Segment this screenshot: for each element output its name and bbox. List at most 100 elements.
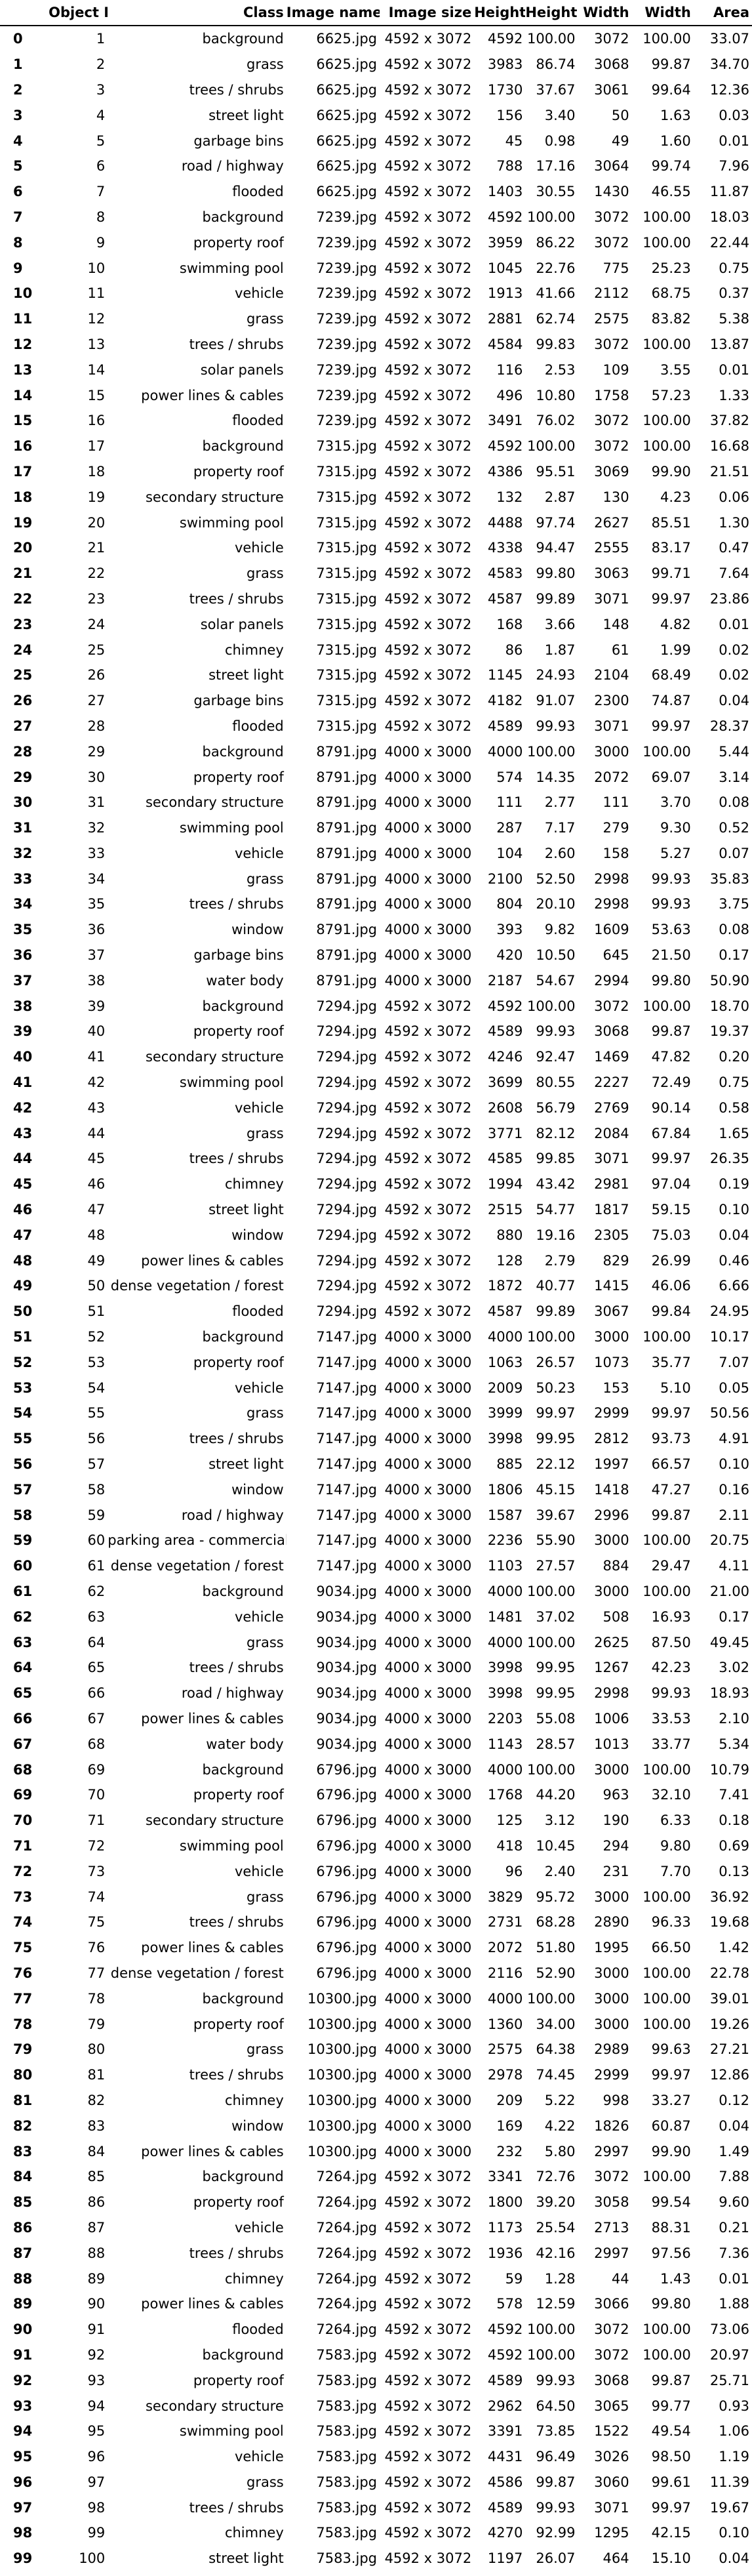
image-name-cell: 10300.jpg [307, 2143, 377, 2159]
image-name-cell: 6625.jpg [316, 31, 377, 47]
header-height: Height [474, 0, 526, 26]
area-cell: 0.93 [719, 2398, 749, 2414]
row-index-cell: 57 [13, 1481, 33, 1498]
object-id-cell: 97 [87, 2474, 106, 2490]
class-name-cell: vehicle [234, 1099, 284, 1116]
height-pct-cell: 30.55 [536, 184, 576, 200]
width-cell: 3072 [594, 998, 629, 1014]
table-row: 54 55 grass 7147.jpg 4000 x 3000 3999 99.97 299… [0, 1400, 752, 1426]
image-name-cell: 7294.jpg [316, 1099, 377, 1116]
class-name-cell: swimming pool [179, 1837, 284, 1854]
image-name-cell: 7294.jpg [316, 1023, 377, 1040]
table-row: 4 5 garbage bins 6625.jpg 4592 x 3072 45 0.98 4… [0, 128, 752, 153]
area-cell: 13.87 [709, 336, 749, 352]
row-index-cell: 19 [13, 514, 33, 531]
height-cell: 2962 [487, 2398, 523, 2414]
height-pct-cell: 2.53 [544, 361, 576, 378]
row-index-cell: 32 [13, 845, 33, 861]
image-size-cell: 4000 x 3000 [384, 2117, 472, 2134]
width-cell: 3072 [594, 31, 629, 47]
height-pct-cell: 2.60 [544, 845, 576, 861]
row-index-cell: 38 [13, 998, 33, 1014]
image-name-cell: 7264.jpg [316, 2245, 377, 2261]
row-index-cell: 87 [13, 2245, 33, 2261]
height-cell: 3999 [487, 1405, 523, 1421]
object-id-cell: 81 [87, 2067, 106, 2083]
height-cell: 4488 [487, 514, 523, 531]
row-index-cell: 68 [13, 1761, 33, 1778]
row-index-cell: 89 [13, 2296, 33, 2312]
image-name-cell: 7294.jpg [316, 1049, 377, 1065]
height-cell: 2203 [487, 1710, 523, 1727]
width-pct-cell: 46.55 [651, 184, 691, 200]
image-size-cell: 4592 x 3072 [384, 2321, 472, 2338]
area-cell: 11.87 [709, 184, 749, 200]
height-pct-cell: 99.89 [536, 1303, 576, 1320]
image-size-cell: 4592 x 3072 [384, 1252, 472, 1269]
image-name-cell: 7315.jpg [316, 642, 377, 658]
object-id-cell: 95 [87, 2423, 106, 2440]
class-name-cell: grass [247, 56, 284, 73]
object-id-cell: 67 [87, 1710, 106, 1727]
height-pct-cell: 99.80 [536, 565, 576, 582]
object-id-cell: 72 [87, 1837, 106, 1854]
area-cell: 0.58 [719, 1099, 749, 1116]
row-index-cell: 65 [13, 1685, 33, 1702]
image-name-cell: 7264.jpg [316, 2296, 377, 2312]
area-cell: 0.10 [719, 2525, 749, 2541]
area-cell: 0.03 [719, 107, 749, 123]
height-cell: 3771 [487, 1125, 523, 1141]
width-cell: 3072 [594, 2346, 629, 2363]
width-cell: 2112 [594, 285, 629, 302]
area-cell: 22.78 [709, 1965, 749, 1981]
image-name-cell: 9034.jpg [316, 1634, 377, 1650]
height-pct-cell: 37.02 [536, 1608, 576, 1625]
image-name-cell: 7315.jpg [316, 438, 377, 455]
width-pct-cell: 100.00 [643, 1584, 691, 1599]
row-index-cell: 74 [13, 1914, 33, 1931]
width-cell: 279 [603, 820, 629, 836]
area-cell: 7.36 [719, 2245, 749, 2261]
object-id-cell: 36 [87, 922, 106, 938]
row-index-cell: 46 [13, 1202, 33, 1218]
class-name-cell: chimney [224, 2092, 284, 2108]
area-cell: 35.83 [709, 870, 749, 887]
class-name-cell: secondary structure [145, 489, 284, 505]
height-pct-cell: 0.98 [544, 133, 576, 149]
table-row: 33 34 grass 8791.jpg 4000 x 3000 2100 52.50 299… [0, 866, 752, 891]
image-name-cell: 7315.jpg [316, 565, 377, 582]
image-size-cell: 4592 x 3072 [384, 2194, 472, 2211]
image-name-cell: 6625.jpg [316, 107, 377, 123]
table-row: 96 97 grass 7583.jpg 4592 x 3072 4586 99.87 306… [0, 2470, 752, 2495]
width-cell: 3058 [594, 2194, 629, 2211]
image-name-cell: 7239.jpg [316, 285, 377, 302]
height-pct-cell: 99.95 [536, 1685, 576, 1702]
object-id-cell: 91 [87, 2321, 106, 2338]
image-name-cell: 8791.jpg [316, 743, 377, 760]
width-pct-cell: 69.07 [651, 769, 691, 785]
area-cell: 19.67 [709, 2499, 749, 2516]
object-id-cell: 8 [96, 209, 106, 225]
width-cell: 190 [603, 1812, 629, 1829]
object-id-cell: 12 [87, 311, 106, 327]
width-pct-cell: 99.74 [651, 158, 691, 174]
height-cell: 4585 [487, 1151, 523, 1167]
row-index-cell: 9 [13, 260, 23, 276]
row-index-cell: 55 [13, 1431, 33, 1447]
table-row: 73 74 grass 6796.jpg 4000 x 3000 3829 95.72 300… [0, 1884, 752, 1910]
width-pct-cell: 99.97 [651, 2067, 691, 2083]
width-cell: 2997 [594, 2245, 629, 2261]
image-name-cell: 7315.jpg [316, 718, 377, 734]
image-size-cell: 4592 x 3072 [384, 133, 472, 149]
class-name-cell: window [231, 2117, 284, 2134]
height-cell: 3998 [487, 1431, 523, 1447]
image-size-cell: 4592 x 3072 [384, 693, 472, 709]
width-cell: 49 [611, 133, 629, 149]
height-cell: 116 [496, 361, 523, 378]
area-cell: 12.86 [709, 2067, 749, 2083]
height-pct-cell: 100.00 [527, 1761, 576, 1778]
image-name-cell: 8791.jpg [316, 922, 377, 938]
width-cell: 2627 [594, 514, 629, 531]
height-cell: 104 [496, 845, 523, 861]
image-name-cell: 7315.jpg [316, 540, 377, 556]
